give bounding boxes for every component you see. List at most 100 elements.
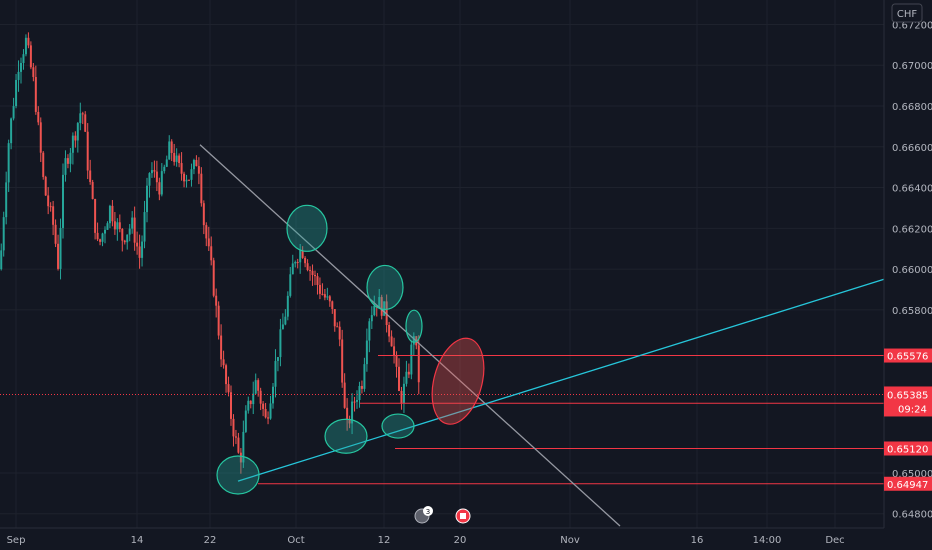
- price-scale[interactable]: 0.67200 0.67000 0.66800 0.66600 0.66400 0.662…: [883, 0, 932, 528]
- support-highlight-ellipse[interactable]: [324, 418, 368, 454]
- x-tick-label: Oct: [287, 535, 304, 546]
- candle-body: [272, 386, 274, 404]
- candle-body: [215, 295, 218, 306]
- candle-body: [239, 452, 242, 463]
- candle-body: [34, 76, 37, 112]
- candle-body: [0, 250, 3, 270]
- candle-body: [64, 158, 67, 175]
- candle-body: [17, 71, 20, 80]
- candle-body: [212, 260, 215, 296]
- y-tick-label: 0.66000: [892, 265, 932, 276]
- candle-body: [29, 45, 32, 68]
- candle-body: [153, 170, 156, 172]
- candle-body: [301, 250, 304, 258]
- event-flag-icon[interactable]: [455, 508, 471, 524]
- candle-body: [108, 205, 111, 224]
- candle-body: [328, 296, 331, 302]
- candle-body: [222, 359, 225, 366]
- candle-body: [368, 321, 371, 341]
- support-highlight-ellipse[interactable]: [216, 455, 260, 495]
- candle-body: [309, 270, 312, 272]
- candle-body: [336, 326, 339, 328]
- candle-body: [183, 173, 186, 182]
- candle-body: [289, 274, 292, 296]
- candle-body: [94, 198, 97, 233]
- candle-body: [59, 227, 62, 269]
- x-tick-label: 20: [454, 535, 467, 546]
- candle-body: [220, 335, 223, 360]
- currency-label: CHF: [897, 9, 918, 20]
- candle-body: [143, 212, 146, 242]
- trend-line[interactable]: [199, 144, 621, 527]
- candle-body: [252, 393, 255, 405]
- candle-body: [244, 410, 247, 432]
- candle-body: [141, 241, 144, 258]
- candle-body: [242, 431, 245, 463]
- trend-line[interactable]: [237, 278, 885, 482]
- candle-body: [24, 37, 27, 55]
- candle-body: [27, 37, 30, 46]
- candle-body: [146, 185, 148, 213]
- candle-body: [257, 380, 260, 391]
- support-highlight-ellipse[interactable]: [381, 413, 415, 439]
- price-scale-background: [884, 0, 932, 528]
- x-tick-label: 22: [204, 535, 217, 546]
- candle-body: [269, 403, 272, 419]
- x-tick-label: Nov: [560, 535, 580, 546]
- candle-body: [412, 336, 415, 345]
- y-tick-label: 0.67000: [892, 61, 932, 72]
- candle-body: [62, 174, 64, 228]
- candle-body: [294, 262, 297, 264]
- candle-body: [217, 305, 220, 336]
- price-level-tag: [884, 348, 932, 363]
- support-highlight-ellipse[interactable]: [366, 264, 404, 311]
- candle-body: [10, 118, 13, 144]
- support-highlight-ellipse[interactable]: [405, 309, 423, 343]
- candle-body: [180, 163, 183, 174]
- price-levels: [0, 355, 884, 485]
- candle-body: [316, 276, 319, 285]
- avatar-icon[interactable]: 3: [414, 506, 433, 524]
- candle-body: [96, 232, 99, 240]
- candles: [0, 32, 420, 474]
- candle-body: [5, 182, 8, 218]
- bar-countdown: 09:24: [898, 404, 927, 415]
- candle-body: [57, 243, 60, 269]
- target-highlight-ellipse[interactable]: [423, 333, 492, 430]
- candle-body: [400, 390, 403, 404]
- candle-body: [370, 315, 373, 322]
- candle-body: [299, 250, 302, 263]
- time-scale[interactable]: Sep 14 22 Oct 12 20 Nov 16 14:00 Dec: [0, 527, 884, 546]
- candle-body: [338, 326, 341, 340]
- candle-body: [116, 222, 119, 230]
- candle-body: [274, 360, 277, 387]
- candle-body: [155, 171, 158, 183]
- y-tick-label: 0.66800: [892, 102, 932, 113]
- y-tick-label: 0.66400: [892, 184, 932, 195]
- candle-body: [170, 141, 173, 153]
- candle-body: [363, 364, 366, 389]
- event-badges[interactable]: 3: [414, 506, 471, 524]
- candle-body: [202, 203, 205, 226]
- candle-body: [314, 274, 316, 277]
- candle-body: [393, 346, 396, 356]
- candle-body: [150, 170, 153, 174]
- trend-lines: [199, 144, 885, 527]
- candle-body: [390, 336, 393, 347]
- price-level-tag: [884, 441, 932, 456]
- candle-body: [405, 371, 408, 384]
- candle-body: [373, 305, 376, 316]
- candle-body: [32, 67, 35, 77]
- x-tick-label: Dec: [825, 535, 844, 546]
- candle-body: [101, 233, 104, 242]
- candle-body: [12, 106, 15, 119]
- support-highlight-ellipse[interactable]: [286, 204, 328, 252]
- currency-button[interactable]: CHF: [891, 3, 923, 23]
- y-tick-label: 0.66200: [892, 224, 932, 235]
- price-level-tag: [884, 476, 932, 491]
- candle-body: [227, 384, 230, 393]
- candle-body: [2, 217, 5, 251]
- candle-body: [333, 309, 336, 327]
